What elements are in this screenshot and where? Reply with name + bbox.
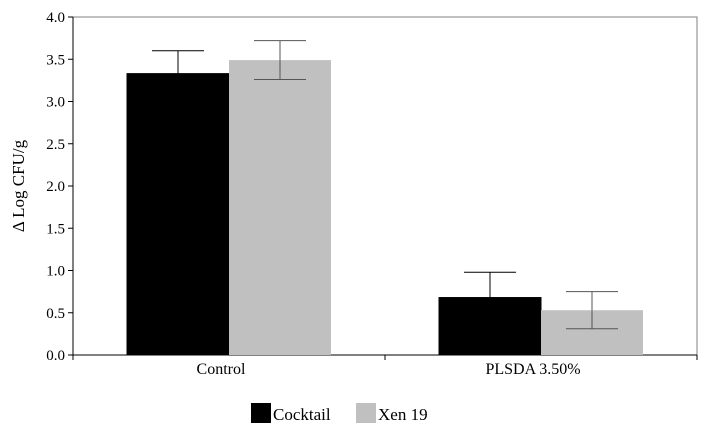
y-tick-label: 2.5 <box>46 137 65 153</box>
x-tick-label: PLSDA 3.50% <box>485 361 580 378</box>
y-tick-label: 0.0 <box>46 348 65 364</box>
y-tick-label: 1.5 <box>46 221 65 237</box>
chart-marks: 0.0 0.5 1.0 1.5 2.0 2.5 3.0 3.5 4.0 Control PLSDA … <box>46 10 698 378</box>
legend: Cocktail Xen 19 <box>251 403 428 424</box>
legend-swatch-1 <box>356 403 376 423</box>
y-tick-label: 3.0 <box>46 95 65 111</box>
y-tick-label: 1.0 <box>46 264 65 280</box>
y-tick-label: 0.5 <box>46 306 65 322</box>
y-tick-label: 2.0 <box>46 179 65 195</box>
bar-xen-19-0 <box>229 60 331 355</box>
y-axis-label: Δ Log CFU/g <box>9 139 28 232</box>
bar-cocktail-1 <box>438 297 542 356</box>
bar-cocktail-0 <box>126 73 230 356</box>
y-tick-label: 3.5 <box>46 52 65 68</box>
legend-label-0: Cocktail <box>273 405 331 424</box>
legend-swatch-0 <box>251 403 271 423</box>
x-tick-label: Control <box>197 361 246 378</box>
legend-label-1: Xen 19 <box>378 405 428 424</box>
y-tick-label: 4.0 <box>46 10 65 26</box>
